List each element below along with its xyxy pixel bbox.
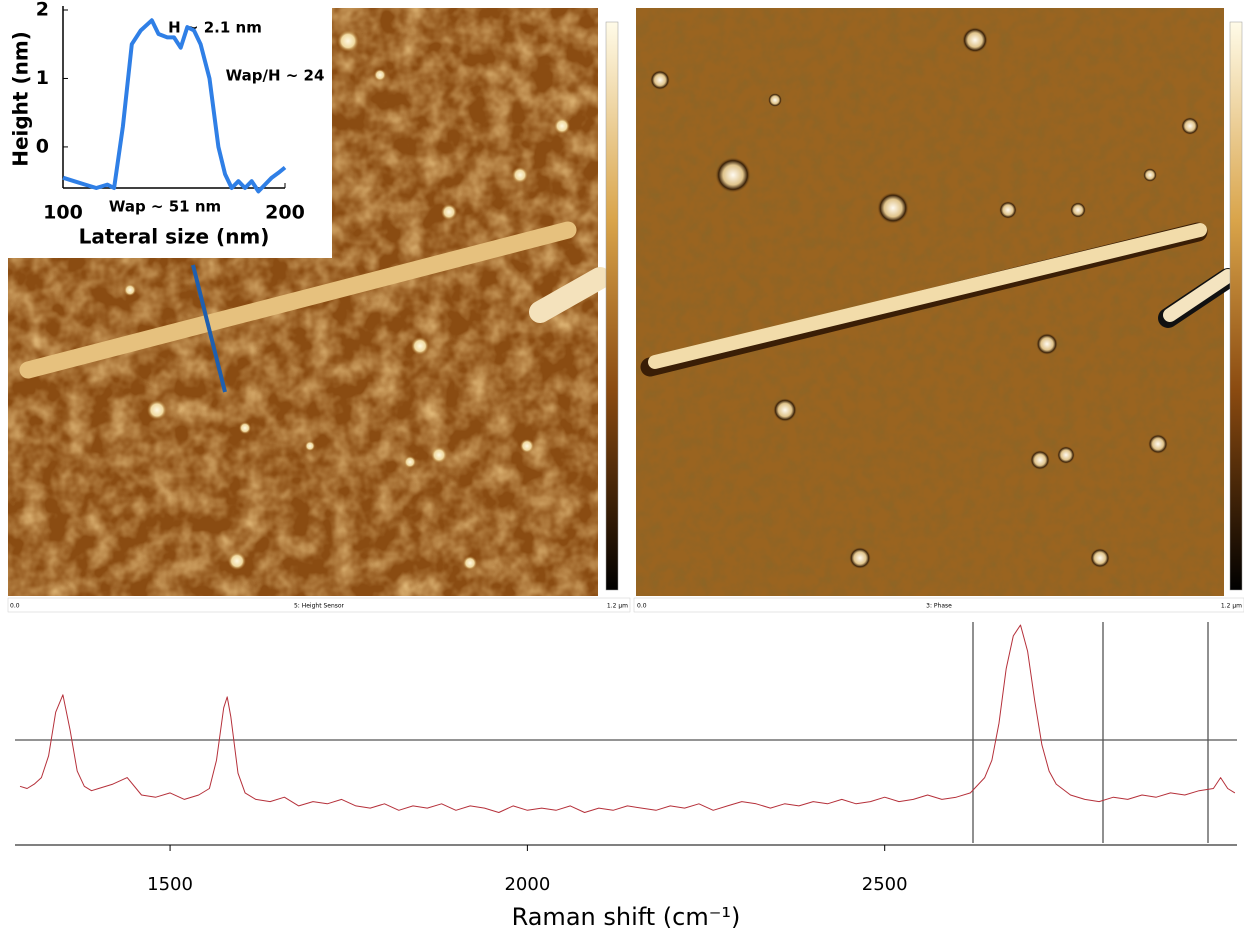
image-scale-end: 1.2 µm [1221, 603, 1242, 610]
cursor-lines [15, 622, 1237, 843]
image-label: 3: Phase [926, 603, 952, 610]
x-tick-label: 2000 [504, 874, 550, 895]
annotation: Wap ~ 51 nm [109, 198, 221, 216]
image-label: 5: Height Sensor [294, 603, 345, 610]
y-tick-label: 2 [36, 0, 49, 21]
x-axis-label: Raman shift (cm⁻¹) [512, 903, 741, 931]
data-line [62, 18, 287, 194]
afm-phase-image [633, 8, 1244, 613]
y-axis-label: Height (nm) [9, 31, 33, 167]
x-tick-label: 200 [265, 202, 305, 224]
y-tick-label: 1 [36, 67, 49, 89]
x-tick-label: 1500 [147, 874, 193, 895]
x-tick-label: 2500 [862, 874, 908, 895]
x-tick-label: 100 [43, 202, 83, 224]
image-scale-start: 0.0 [637, 603, 647, 610]
x-axis-label: Lateral size (nm) [79, 225, 270, 249]
image-scale-end: 1.2 µm [607, 603, 628, 610]
y-tick-label: 0 [36, 135, 49, 157]
annotation: H ~ 2.1 nm [168, 19, 262, 37]
inset-background [0, 0, 332, 258]
data-line [19, 624, 1236, 813]
image-scale-start: 0.0 [10, 603, 20, 610]
annotation: Wap/H ~ 24 [226, 67, 325, 85]
